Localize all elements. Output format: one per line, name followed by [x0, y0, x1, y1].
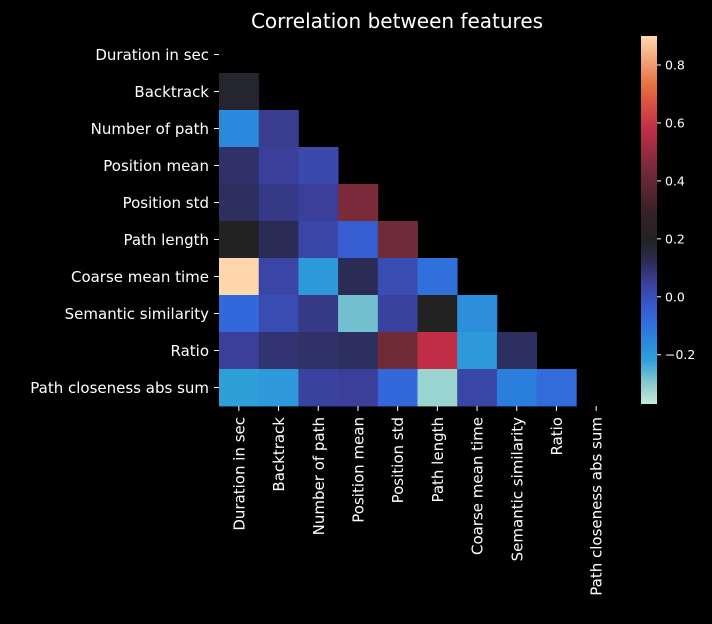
colorbar-tick-label: 0.2: [665, 231, 685, 246]
heatmap-cell: [338, 332, 379, 370]
column-label: Path length: [429, 417, 447, 503]
row-label: Path length: [123, 231, 209, 249]
heatmap-cell: [219, 332, 260, 370]
heatmap-cell: [496, 332, 537, 370]
heatmap-cell: [298, 295, 339, 333]
row-labels: Duration in sec Backtrack Number of path Po…: [30, 46, 219, 397]
heatmap-cell: [219, 221, 260, 259]
heatmap-cell: [219, 73, 260, 111]
heatmap-cell: [298, 332, 339, 370]
heatmap-cell: [417, 332, 458, 370]
heatmap-cell: [457, 332, 498, 370]
heatmap-cell: [338, 184, 379, 222]
chart-title: Correlation between features: [251, 9, 543, 33]
heatmap-cell: [258, 369, 299, 407]
column-label: Duration in sec: [230, 417, 248, 531]
row-label: Coarse mean time: [71, 268, 209, 286]
row-label: Path closeness abs sum: [30, 379, 209, 397]
row-label: Backtrack: [134, 83, 209, 101]
heatmap-cell: [219, 295, 260, 333]
heatmap-cell: [338, 258, 379, 296]
heatmap-cell: [417, 369, 458, 407]
heatmap-cell: [496, 369, 537, 407]
heatmap-cell: [338, 369, 379, 407]
heatmap-cell: [338, 295, 379, 333]
row-label: Position std: [123, 194, 209, 212]
heatmap-cell: [536, 369, 577, 407]
heatmap-cell: [298, 221, 339, 259]
row-label: Number of path: [91, 120, 209, 138]
heatmap-cell: [219, 369, 260, 407]
heatmap-cell: [258, 221, 299, 259]
heatmap-cell: [338, 221, 379, 259]
row-label: Ratio: [170, 342, 209, 360]
column-labels: Duration in sec Backtrack Number of path Po…: [230, 406, 606, 596]
heatmap-cell: [377, 369, 418, 407]
colorbar-tick-label: 0.8: [665, 57, 685, 72]
heatmap-cell: [258, 184, 299, 222]
row-label: Semantic similarity: [65, 305, 209, 323]
heatmap-cell: [298, 147, 339, 185]
heatmap-cell: [298, 258, 339, 296]
heatmap-cell: [298, 184, 339, 222]
heatmap-cell: [417, 258, 458, 296]
heatmap-cell: [377, 295, 418, 333]
heatmap-cell: [219, 110, 260, 148]
heatmap-cell: [258, 295, 299, 333]
column-label: Number of path: [310, 417, 328, 535]
column-label: Coarse mean time: [469, 417, 487, 555]
heatmap-cell: [377, 332, 418, 370]
heatmap-cell: [298, 369, 339, 407]
colorbar-tick-label: 0.0: [665, 289, 685, 304]
heatmap-cell: [258, 258, 299, 296]
colorbar: 0.8 0.6 0.4 0.2 0.0 −0.2: [641, 36, 695, 404]
heatmap-cell: [258, 110, 299, 148]
colorbar-tick-label: 0.6: [665, 115, 685, 130]
heatmap-cell: [258, 147, 299, 185]
column-label: Position std: [389, 417, 407, 503]
heatmap-cell: [219, 147, 260, 185]
column-label: Semantic similarity: [508, 417, 526, 561]
heatmap-cell: [258, 332, 299, 370]
heatmap-cell: [377, 258, 418, 296]
column-label: Backtrack: [270, 417, 288, 492]
colorbar-tick-label: 0.4: [665, 173, 685, 188]
heatmap-cells: [219, 73, 577, 407]
heatmap-cell: [457, 369, 498, 407]
colorbar-gradient: [641, 36, 657, 404]
heatmap-cell: [457, 295, 498, 333]
row-label: Position mean: [103, 157, 209, 175]
heatmap-cell: [417, 295, 458, 333]
column-label: Position mean: [349, 417, 367, 523]
heatmap-cell: [219, 184, 260, 222]
heatmap-cell: [377, 221, 418, 259]
row-label: Duration in sec: [95, 46, 209, 64]
column-label: Ratio: [548, 417, 566, 456]
column-label: Path closeness abs sum: [588, 417, 606, 596]
colorbar-tick-label: −0.2: [665, 347, 695, 362]
heatmap-cell: [219, 258, 260, 296]
